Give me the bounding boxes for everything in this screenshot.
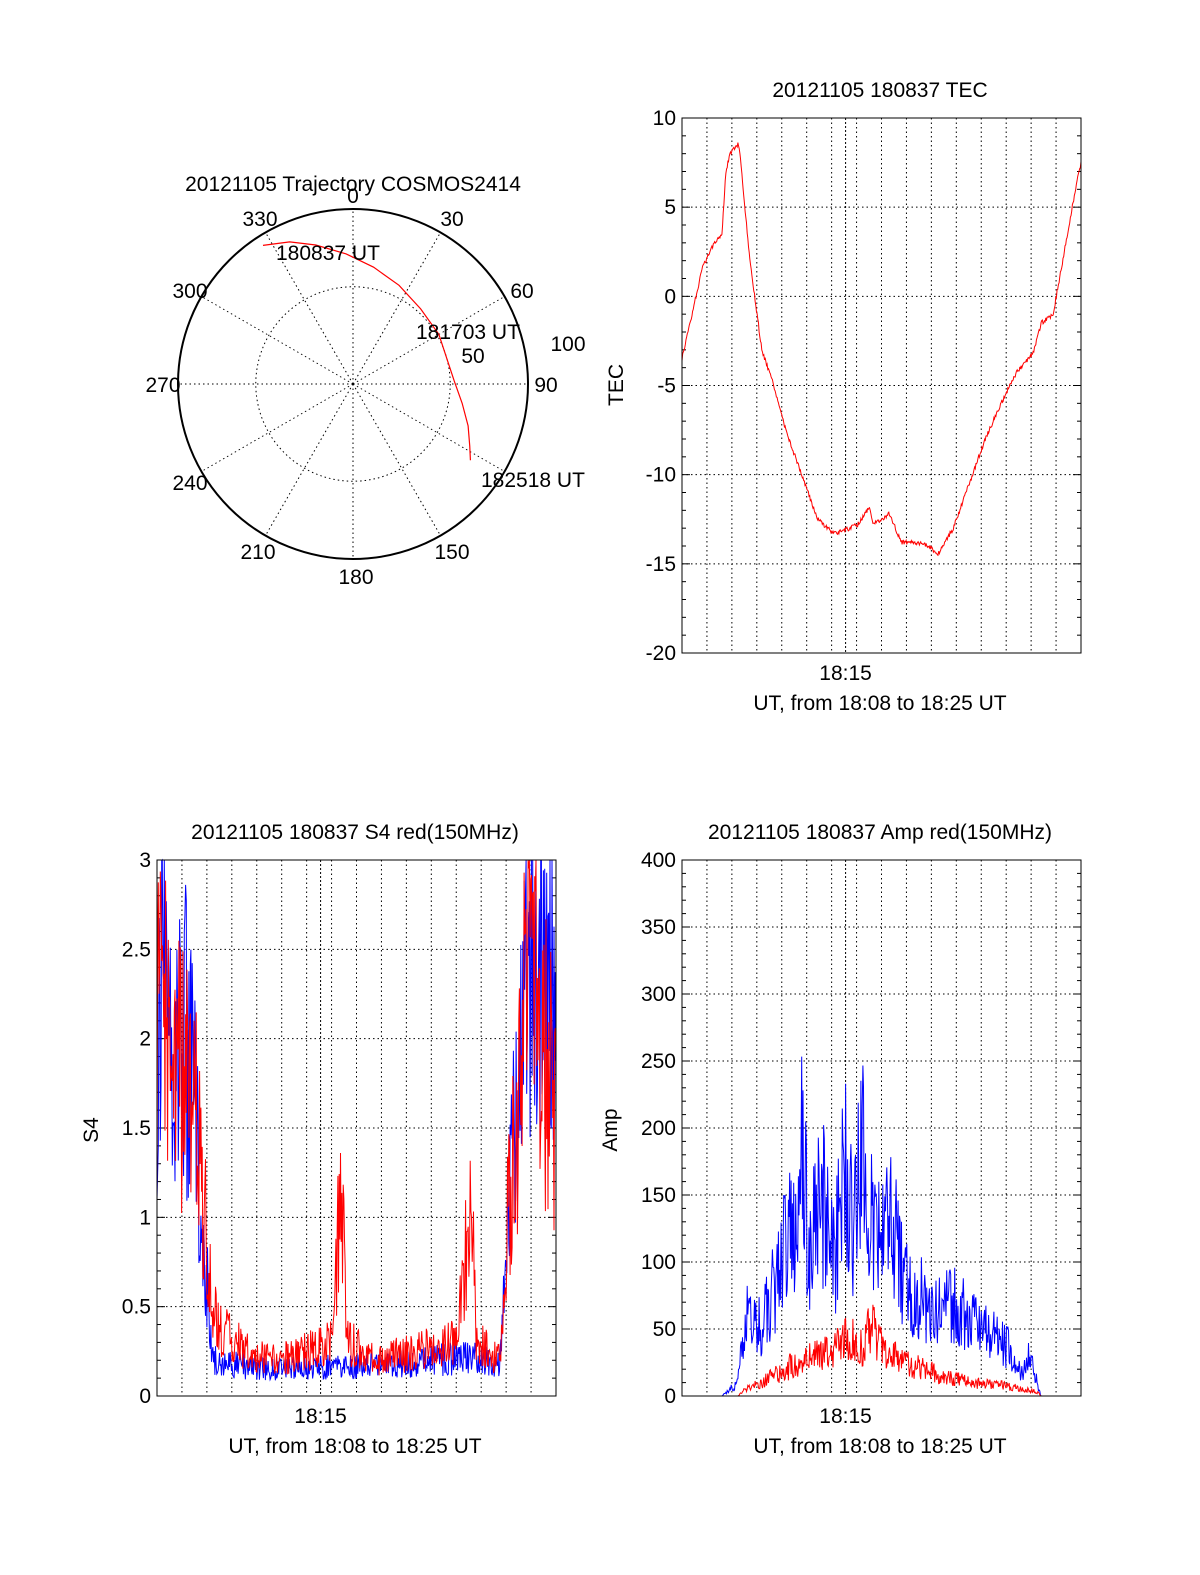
y-tick-label: 200 [641,1117,676,1140]
polar-spoke [201,296,354,385]
y-tick-label: 0 [664,285,676,308]
y-tick-label: 1 [139,1206,151,1229]
polar-grid-circle [255,286,451,482]
amp-plot: 20121105 180837 Amp red(150MHz) UT, from… [599,821,1082,1458]
polar-azimuth-label: 240 [172,472,207,495]
y-tick-label: -5 [657,375,676,398]
polar-azimuth-label: 0 [347,185,359,208]
polar-azimuth-label: 270 [145,374,180,397]
x-tick-label: 18:15 [819,1405,872,1428]
y-tick-label: 400 [641,849,676,872]
y-tick-label: 0 [664,1385,676,1408]
polar-track-line [262,241,472,461]
polar-time-label: 181703 UT [416,321,520,344]
polar-azimuth-label: 330 [242,208,277,231]
polar-azimuth-label: 30 [440,208,463,231]
series-line [682,1056,1081,1397]
y-tick-label: 0.5 [122,1296,151,1319]
amp-ylabel: Amp [599,1108,622,1151]
polar-azimuth-label: 90 [534,374,557,397]
y-tick-label: 150 [641,1184,676,1207]
y-tick-label: 350 [641,916,676,939]
series-line [681,142,1082,557]
polar-spoke [265,383,354,536]
tec-ylabel: TEC [605,364,628,406]
polar-radius-label: 50 [461,345,484,368]
polar-azimuth-label: 60 [510,280,533,303]
polar-spoke [352,383,505,472]
s4-ylabel: S4 [80,1117,103,1143]
polar-spoke [352,383,441,536]
polar-outer-circle [177,208,529,560]
plot-frame [681,859,1082,1397]
y-tick-label: 5 [664,196,676,219]
polar-azimuth-label: 210 [240,541,275,564]
polar-radius-label: 100 [550,333,585,356]
y-tick-label: 3 [139,849,151,872]
x-tick-label: 18:15 [294,1405,347,1428]
y-tick-label: -15 [646,553,676,576]
s4-title: 20121105 180837 S4 red(150MHz) [191,821,519,844]
polar-spoke [201,383,354,472]
y-tick-label: 300 [641,983,676,1006]
polar-time-label: 180837 UT [276,242,380,265]
y-tick-label: 10 [653,107,676,130]
polar-azimuth-label: 180 [338,566,373,589]
y-tick-label: 0 [139,1385,151,1408]
polar-trajectory-plot: 20121105 Trajectory COSMOS2414 0 30 60 90 15… [145,173,585,589]
s4-plot: 20121105 180837 S4 red(150MHz) UT, from … [80,821,557,1458]
y-tick-label: -20 [646,642,676,665]
tec-title: 20121105 180837 TEC [772,79,987,102]
tec-xlabel: UT, from 18:08 to 18:25 UT [753,692,1006,715]
y-tick-label: 2.5 [122,938,151,961]
series-line [156,859,557,1376]
y-tick-label: 100 [641,1251,676,1274]
plot-frame [681,117,1082,654]
y-tick-label: 250 [641,1050,676,1073]
polar-time-label: 182518 UT [481,469,585,492]
amp-title: 20121105 180837 Amp red(150MHz) [708,821,1052,844]
series-line [682,1304,1081,1397]
y-tick-label: 2 [139,1028,151,1051]
series-line [156,858,557,1382]
polar-title: 20121105 Trajectory COSMOS2414 [185,173,521,196]
polar-azimuth-label: 150 [434,541,469,564]
amp-xlabel: UT, from 18:08 to 18:25 UT [753,1435,1006,1458]
y-tick-label: 1.5 [122,1117,151,1140]
s4-xlabel: UT, from 18:08 to 18:25 UT [228,1435,481,1458]
tec-plot: 20121105 180837 TEC UT, from 18:08 to 18… [605,79,1082,715]
x-tick-label: 18:15 [819,662,872,685]
y-tick-label: -10 [646,464,676,487]
y-tick-label: 50 [653,1318,676,1341]
plot-frame [156,859,557,1397]
polar-azimuth-label: 300 [172,280,207,303]
